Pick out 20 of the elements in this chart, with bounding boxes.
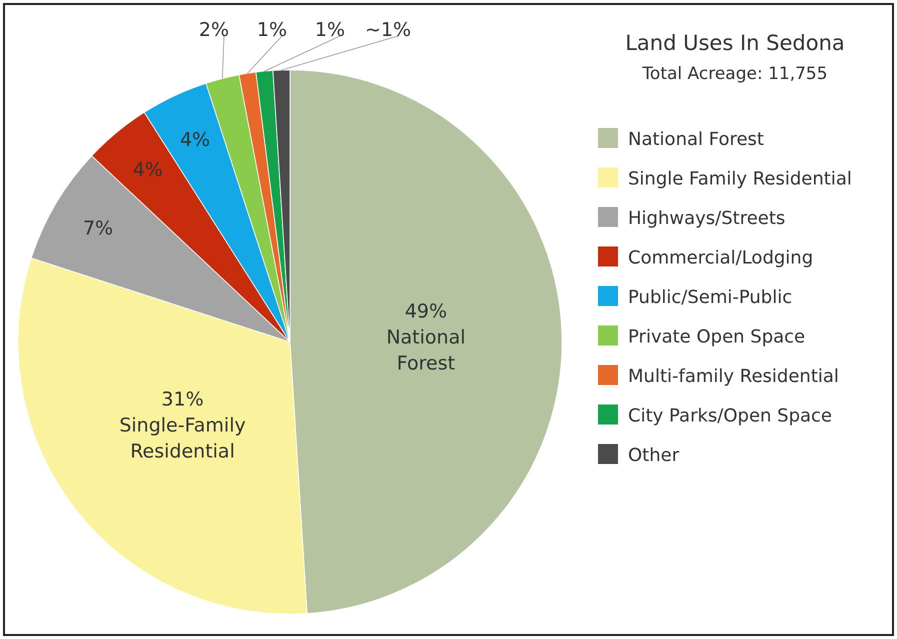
data-label: 7% bbox=[82, 217, 114, 240]
data-label: 2% bbox=[198, 19, 230, 41]
legend-label: Other bbox=[628, 445, 680, 466]
data-label: 31% Single-Family Residential bbox=[119, 388, 246, 462]
data-label: 4% bbox=[180, 129, 210, 152]
legend-label: Multi-family Residential bbox=[628, 366, 839, 387]
data-label: 1% bbox=[256, 19, 288, 41]
data-label: 49% National Forest bbox=[386, 300, 466, 375]
legend-label: Public/Semi-Public bbox=[628, 287, 792, 308]
legend-label: Highways/Streets bbox=[628, 208, 786, 229]
legend-label: Private Open Space bbox=[628, 326, 806, 348]
data-label: ~1% bbox=[364, 19, 412, 41]
data-label: 4% bbox=[132, 159, 163, 182]
legend-label: National Forest bbox=[628, 129, 764, 150]
legend-label: City Parks/Open Space bbox=[628, 406, 832, 426]
data-label: 1% bbox=[314, 19, 346, 41]
legend-label: Single Family Residential bbox=[628, 168, 852, 190]
text: Total Acreage: 11,755 bbox=[641, 64, 828, 84]
legend-label: Commercial/Lodging bbox=[628, 248, 814, 268]
text: Land Uses In Sedona bbox=[625, 31, 845, 55]
